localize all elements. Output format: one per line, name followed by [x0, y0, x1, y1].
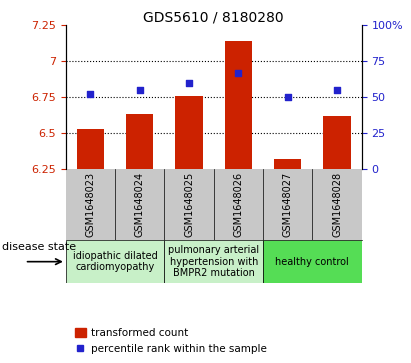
- Legend: transformed count, percentile rank within the sample: transformed count, percentile rank withi…: [71, 324, 271, 358]
- FancyBboxPatch shape: [263, 240, 362, 283]
- Bar: [126, 114, 153, 168]
- Text: GSM1648028: GSM1648028: [332, 172, 342, 237]
- Text: GSM1648027: GSM1648027: [283, 172, 293, 237]
- Bar: [323, 115, 351, 168]
- Text: GSM1648025: GSM1648025: [184, 172, 194, 237]
- Point: [235, 70, 242, 76]
- Bar: [77, 129, 104, 168]
- Text: GSM1648026: GSM1648026: [233, 172, 243, 237]
- Bar: [274, 159, 301, 168]
- FancyBboxPatch shape: [66, 240, 164, 283]
- Bar: [175, 95, 203, 168]
- Text: disease state: disease state: [2, 242, 76, 252]
- Point: [186, 80, 192, 86]
- Point: [334, 87, 340, 93]
- Bar: [225, 41, 252, 168]
- Title: GDS5610 / 8180280: GDS5610 / 8180280: [143, 10, 284, 24]
- Text: GSM1648023: GSM1648023: [85, 172, 95, 237]
- Point: [87, 91, 94, 97]
- Text: idiopathic dilated
cardiomyopathy: idiopathic dilated cardiomyopathy: [73, 251, 157, 273]
- Text: healthy control: healthy control: [275, 257, 349, 267]
- FancyBboxPatch shape: [164, 240, 263, 283]
- Text: GSM1648024: GSM1648024: [135, 172, 145, 237]
- Point: [284, 94, 291, 100]
- Text: pulmonary arterial
hypertension with
BMPR2 mutation: pulmonary arterial hypertension with BMP…: [168, 245, 259, 278]
- Point: [136, 87, 143, 93]
